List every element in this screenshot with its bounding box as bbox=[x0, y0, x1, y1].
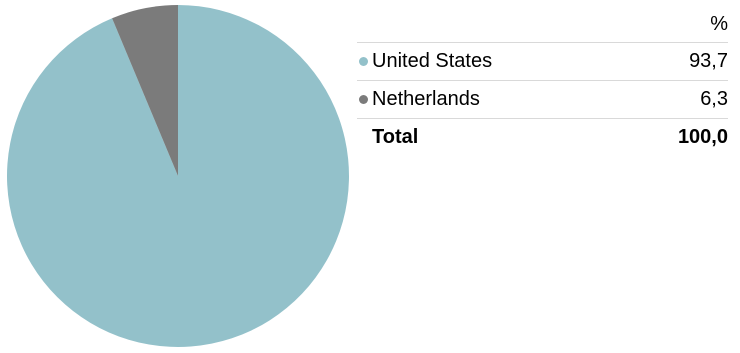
legend-total-row: Total 100,0 bbox=[357, 119, 728, 156]
total-label: Total bbox=[372, 126, 419, 148]
total-value: 100,0 bbox=[677, 126, 728, 148]
unit-label: % bbox=[710, 13, 728, 35]
legend-header-row: % bbox=[357, 0, 728, 43]
legend-table: % United States 93,7 Netherlands 6,3 Tot… bbox=[357, 0, 728, 156]
legend-label-united-states: United States bbox=[372, 50, 493, 72]
legend-label-netherlands: Netherlands bbox=[372, 88, 480, 110]
pie-slice-united-states bbox=[6, 5, 349, 347]
legend-value-netherlands: 6,3 bbox=[700, 88, 728, 110]
pie-slice-netherlands bbox=[112, 5, 178, 176]
legend-row-united-states: United States 93,7 bbox=[357, 43, 728, 81]
legend-swatch-netherlands bbox=[359, 95, 368, 104]
legend-row-netherlands: Netherlands 6,3 bbox=[357, 81, 728, 119]
legend-value-united-states: 93,7 bbox=[689, 50, 728, 72]
legend-swatch-united-states bbox=[359, 57, 368, 66]
pie-chart bbox=[6, 5, 349, 347]
